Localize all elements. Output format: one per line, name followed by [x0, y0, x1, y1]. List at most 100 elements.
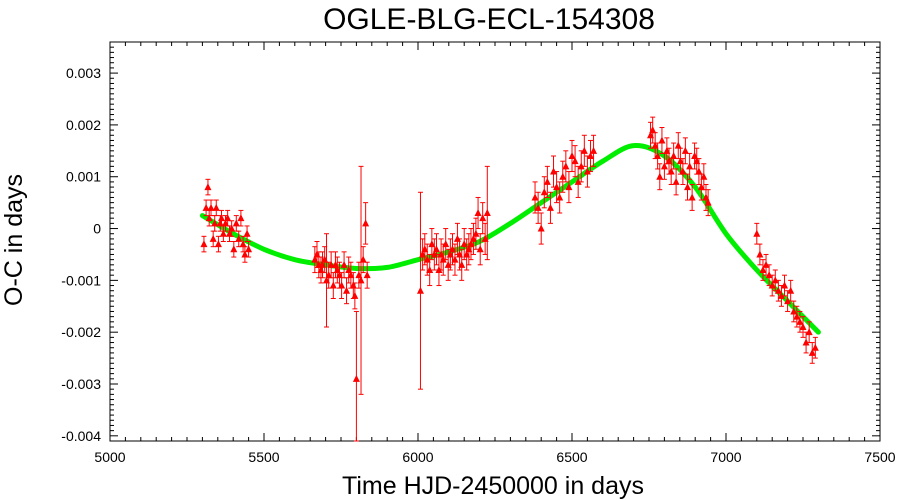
data-point	[590, 134, 598, 167]
data-point	[329, 272, 337, 299]
y-tick-label: 0.001	[66, 169, 101, 185]
triangle-marker	[534, 203, 542, 211]
data-point	[771, 269, 779, 292]
data-point	[230, 241, 238, 258]
triangle-marker	[363, 271, 371, 279]
triangle-marker	[553, 183, 561, 191]
triangle-marker	[483, 209, 491, 216]
triangle-marker	[651, 141, 659, 149]
data-point	[202, 199, 210, 217]
triangle-marker	[212, 203, 220, 211]
triangle-marker	[586, 152, 594, 159]
triangle-marker	[359, 255, 367, 263]
triangle-marker	[759, 266, 767, 273]
triangle-marker	[802, 338, 810, 346]
triangle-marker	[543, 177, 551, 185]
data-point	[793, 305, 801, 328]
triangle-marker	[211, 219, 219, 227]
triangle-marker	[214, 240, 222, 248]
data-point	[658, 127, 666, 154]
triangle-marker	[230, 245, 238, 253]
data-point	[649, 116, 657, 144]
data-point	[428, 228, 436, 261]
y-tick-label: -0.002	[61, 324, 101, 340]
triangle-marker	[649, 126, 657, 134]
data-point	[363, 261, 371, 289]
data-point	[674, 132, 682, 160]
triangle-marker	[243, 229, 251, 237]
fit-curve	[199, 143, 821, 335]
data-point	[562, 150, 570, 183]
triangle-marker	[423, 255, 431, 263]
triangle-marker	[686, 162, 694, 170]
triangle-marker	[224, 214, 232, 222]
data-point	[688, 184, 696, 211]
data-point	[338, 272, 346, 299]
triangle-marker	[781, 281, 789, 289]
triangle-marker	[428, 240, 436, 248]
triangle-marker	[329, 281, 337, 289]
triangle-marker	[546, 203, 554, 211]
triangle-marker	[219, 229, 227, 237]
data-point	[228, 220, 236, 237]
data-point	[790, 300, 798, 323]
triangle-marker	[774, 286, 782, 294]
data-point	[214, 235, 222, 253]
triangle-marker	[479, 214, 487, 222]
triangle-marker	[362, 219, 370, 227]
triangle-marker	[654, 152, 662, 159]
triangle-marker	[777, 291, 785, 299]
triangle-marker	[343, 286, 351, 294]
triangle-marker	[799, 323, 807, 330]
triangle-marker	[325, 271, 333, 279]
triangle-marker	[476, 245, 484, 253]
triangle-marker	[467, 240, 475, 248]
data-point	[811, 336, 819, 359]
triangle-marker	[232, 219, 240, 227]
triangle-marker	[768, 281, 776, 289]
data-point	[762, 253, 770, 276]
triangle-marker	[426, 266, 434, 273]
data-point	[362, 202, 370, 245]
data-point	[359, 246, 367, 274]
x-tick-label: 6000	[402, 449, 433, 465]
observation-points	[200, 116, 819, 442]
triangle-marker	[357, 276, 365, 284]
data-point	[451, 243, 459, 276]
triangle-marker	[448, 245, 456, 253]
data-point	[537, 212, 545, 245]
triangle-marker	[202, 203, 210, 211]
x-tick-label: 7000	[710, 449, 741, 465]
triangle-marker	[531, 193, 539, 201]
triangle-marker	[670, 152, 678, 159]
data-point	[651, 132, 659, 160]
data-point	[474, 196, 482, 230]
data-point	[571, 145, 579, 178]
data-point	[586, 139, 594, 173]
triangle-marker	[811, 343, 819, 351]
data-point	[531, 181, 539, 214]
triangle-marker	[568, 152, 576, 159]
data-point	[232, 215, 240, 232]
x-tick-label: 5500	[248, 449, 279, 465]
data-point	[799, 316, 807, 338]
triangle-marker	[704, 198, 712, 206]
triangle-marker	[351, 291, 359, 299]
triangle-marker	[228, 224, 236, 232]
triangle-marker	[571, 157, 579, 165]
triangle-marker	[421, 245, 429, 253]
triangle-marker	[574, 177, 582, 185]
data-point	[580, 134, 588, 167]
data-point	[204, 178, 212, 196]
triangle-marker	[577, 162, 585, 170]
triangle-marker	[216, 219, 224, 227]
data-point	[686, 152, 694, 180]
triangle-marker	[556, 193, 564, 201]
y-tick-label: 0.002	[66, 117, 101, 133]
triangle-marker	[550, 167, 558, 175]
data-point	[479, 202, 487, 235]
data-point	[654, 142, 662, 170]
data-point	[245, 241, 253, 258]
triangle-marker	[660, 162, 668, 170]
